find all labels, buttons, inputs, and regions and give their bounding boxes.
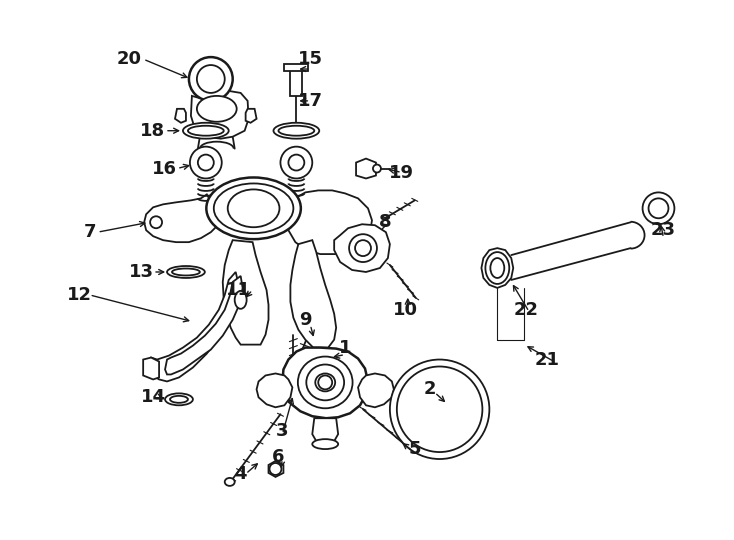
Circle shape [397,367,482,452]
Text: 17: 17 [298,92,323,110]
Ellipse shape [172,268,200,275]
Text: 1: 1 [339,339,352,356]
Ellipse shape [490,258,504,278]
Circle shape [280,147,312,179]
Polygon shape [149,272,239,381]
Circle shape [649,198,669,218]
Text: 20: 20 [117,50,142,68]
Polygon shape [165,276,243,374]
Ellipse shape [206,178,301,239]
Circle shape [390,360,490,459]
Ellipse shape [188,126,224,136]
Ellipse shape [306,364,344,400]
Text: 21: 21 [534,350,559,368]
Polygon shape [285,64,308,71]
Text: 19: 19 [389,164,414,181]
Polygon shape [175,109,186,123]
Ellipse shape [214,184,294,233]
Ellipse shape [183,123,229,139]
Circle shape [269,463,281,475]
Ellipse shape [197,96,236,122]
Polygon shape [312,418,338,444]
Polygon shape [191,91,249,139]
Circle shape [349,234,377,262]
Text: 6: 6 [272,448,285,466]
Text: 2: 2 [424,380,436,399]
Circle shape [189,57,233,101]
Polygon shape [283,348,368,418]
Circle shape [197,65,225,93]
Polygon shape [143,357,159,380]
Text: 13: 13 [128,263,153,281]
Text: 16: 16 [151,159,177,178]
Polygon shape [334,224,390,272]
Text: 14: 14 [141,388,166,406]
Text: 4: 4 [234,465,247,483]
Text: 11: 11 [226,281,251,299]
Text: 15: 15 [298,50,323,68]
Circle shape [642,192,675,224]
Circle shape [319,375,333,389]
Text: 3: 3 [276,422,288,440]
Polygon shape [222,240,269,345]
Polygon shape [482,248,513,288]
Ellipse shape [485,252,509,284]
Ellipse shape [170,396,188,403]
Polygon shape [358,374,394,407]
Polygon shape [257,374,292,407]
Text: 7: 7 [84,223,97,241]
Polygon shape [246,109,257,123]
Text: 8: 8 [379,213,391,231]
Ellipse shape [167,266,205,278]
Text: 5: 5 [409,440,421,458]
Ellipse shape [225,478,235,486]
Circle shape [150,217,162,228]
Circle shape [373,165,381,172]
Polygon shape [269,461,283,477]
Ellipse shape [312,439,338,449]
Ellipse shape [298,356,352,408]
Text: 22: 22 [514,301,539,319]
Ellipse shape [278,126,314,136]
Ellipse shape [165,393,193,406]
Circle shape [198,154,214,171]
Circle shape [190,147,222,179]
Text: 18: 18 [139,122,164,140]
Text: 10: 10 [393,301,418,319]
Polygon shape [144,194,219,242]
Ellipse shape [228,190,280,227]
Text: 23: 23 [651,221,676,239]
Circle shape [355,240,371,256]
Circle shape [288,154,305,171]
Polygon shape [356,159,376,179]
Text: 9: 9 [299,310,311,329]
Polygon shape [291,240,336,348]
Ellipse shape [316,374,335,391]
Ellipse shape [235,291,247,309]
Ellipse shape [274,123,319,139]
Text: 12: 12 [67,286,92,304]
Polygon shape [288,191,372,254]
Polygon shape [291,69,302,96]
